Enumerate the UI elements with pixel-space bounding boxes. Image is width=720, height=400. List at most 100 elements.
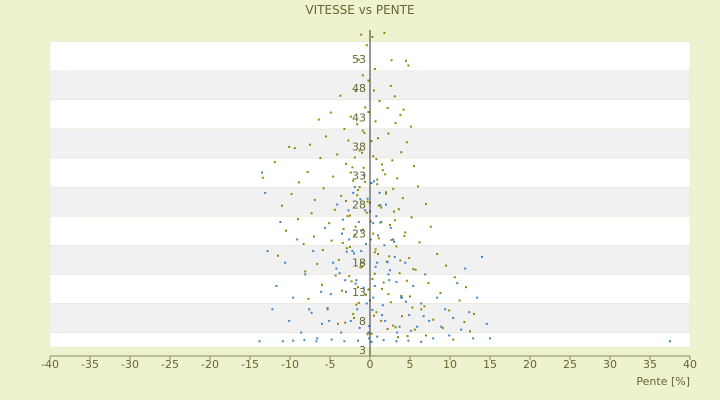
data-point-olive xyxy=(345,162,347,165)
data-point-blue xyxy=(366,197,369,200)
data-point-blue xyxy=(365,302,368,305)
data-point-olive xyxy=(353,317,355,319)
data-point-blue xyxy=(345,250,348,253)
data-point-olive xyxy=(345,200,347,203)
data-point-olive xyxy=(366,200,369,203)
data-point-blue xyxy=(436,296,439,299)
data-point-blue xyxy=(316,337,319,340)
x-tick-label: -30 xyxy=(121,358,139,371)
data-point-olive xyxy=(330,239,333,242)
data-point-blue xyxy=(372,296,375,299)
data-point-blue xyxy=(357,339,359,342)
data-point-blue xyxy=(330,338,333,341)
data-point-olive xyxy=(453,276,456,279)
data-point-olive xyxy=(432,318,435,321)
data-point-olive xyxy=(297,181,300,184)
data-point-olive xyxy=(357,286,359,289)
data-point-blue xyxy=(385,203,387,206)
data-point-olive xyxy=(411,306,414,309)
x-tick-label: -35 xyxy=(81,358,99,371)
data-point-olive xyxy=(380,206,383,209)
data-point-olive xyxy=(410,216,413,219)
data-point-olive xyxy=(354,225,357,228)
data-point-blue xyxy=(275,285,278,287)
data-point-blue xyxy=(381,304,384,307)
data-point-olive xyxy=(393,95,396,98)
data-point-olive xyxy=(356,194,359,197)
data-point-blue xyxy=(420,340,423,343)
x-tick-label: -25 xyxy=(161,358,179,371)
data-point-olive xyxy=(337,258,340,261)
data-point-blue xyxy=(388,279,391,282)
data-point-olive xyxy=(372,232,375,235)
data-point-blue xyxy=(303,339,306,342)
data-point-olive xyxy=(408,257,411,260)
data-point-blue xyxy=(363,174,366,177)
data-point-olive xyxy=(402,108,405,111)
data-point-olive xyxy=(381,287,383,290)
data-point-blue xyxy=(398,325,401,328)
data-point-olive xyxy=(313,235,315,238)
data-point-olive xyxy=(337,322,339,325)
data-point-blue xyxy=(393,255,396,258)
data-point-blue xyxy=(373,180,375,183)
data-point-blue xyxy=(384,319,387,322)
data-point-blue xyxy=(326,308,329,311)
data-point-olive xyxy=(406,335,409,338)
data-point-olive xyxy=(445,264,447,267)
data-point-blue xyxy=(340,331,343,334)
data-point-olive xyxy=(273,161,276,164)
data-point-blue xyxy=(348,238,351,241)
x-tick-labels: -40 -35 -30 -25 -20 -15 -10 -5 0 5 10 15 20 25 30 35 40 xyxy=(41,356,697,371)
data-point-olive xyxy=(374,248,377,251)
data-point-blue xyxy=(332,261,335,264)
data-point-olive xyxy=(409,295,411,298)
data-point-olive xyxy=(360,261,363,264)
data-point-olive xyxy=(386,328,389,331)
data-point-blue xyxy=(376,261,379,264)
data-point-olive xyxy=(383,31,386,34)
data-point-olive xyxy=(346,215,349,218)
data-point-blue xyxy=(387,273,390,276)
data-point-olive xyxy=(341,289,343,292)
data-point-blue xyxy=(412,285,415,287)
data-point-blue xyxy=(404,261,407,264)
x-axis-label: Pente [%] xyxy=(636,375,690,388)
data-point-blue xyxy=(308,308,311,311)
data-point-olive xyxy=(304,270,307,273)
data-point-olive xyxy=(358,186,361,189)
data-point-olive xyxy=(397,336,399,339)
data-point-olive xyxy=(387,132,390,135)
data-point-olive xyxy=(261,176,264,179)
data-point-olive xyxy=(307,297,310,300)
data-point-blue xyxy=(392,238,395,241)
y-tick-label: 43 xyxy=(352,111,366,124)
data-point-blue xyxy=(312,250,315,253)
data-point-blue xyxy=(396,331,399,334)
data-point-olive xyxy=(361,74,364,77)
data-point-olive xyxy=(349,246,351,249)
data-point-olive xyxy=(463,321,466,324)
data-point-blue xyxy=(292,339,295,342)
data-point-blue xyxy=(360,250,363,253)
y-tick-label: 23 xyxy=(352,228,366,241)
data-point-olive xyxy=(349,214,351,217)
data-point-blue xyxy=(424,273,427,276)
data-point-olive xyxy=(375,311,378,314)
data-point-olive xyxy=(382,281,385,284)
data-point-olive xyxy=(393,210,395,213)
data-point-blue xyxy=(368,337,371,340)
data-point-olive xyxy=(366,333,369,336)
data-point-blue xyxy=(407,339,410,342)
data-point-olive xyxy=(365,44,368,47)
data-point-blue xyxy=(432,337,435,340)
y-tick-label: 13 xyxy=(352,286,366,299)
data-point-olive xyxy=(448,309,451,312)
data-point-blue xyxy=(341,232,343,235)
data-point-olive xyxy=(465,286,467,289)
data-point-olive xyxy=(348,275,351,278)
data-point-olive xyxy=(317,118,320,121)
data-point-blue xyxy=(440,325,443,328)
data-point-olive xyxy=(297,218,299,221)
